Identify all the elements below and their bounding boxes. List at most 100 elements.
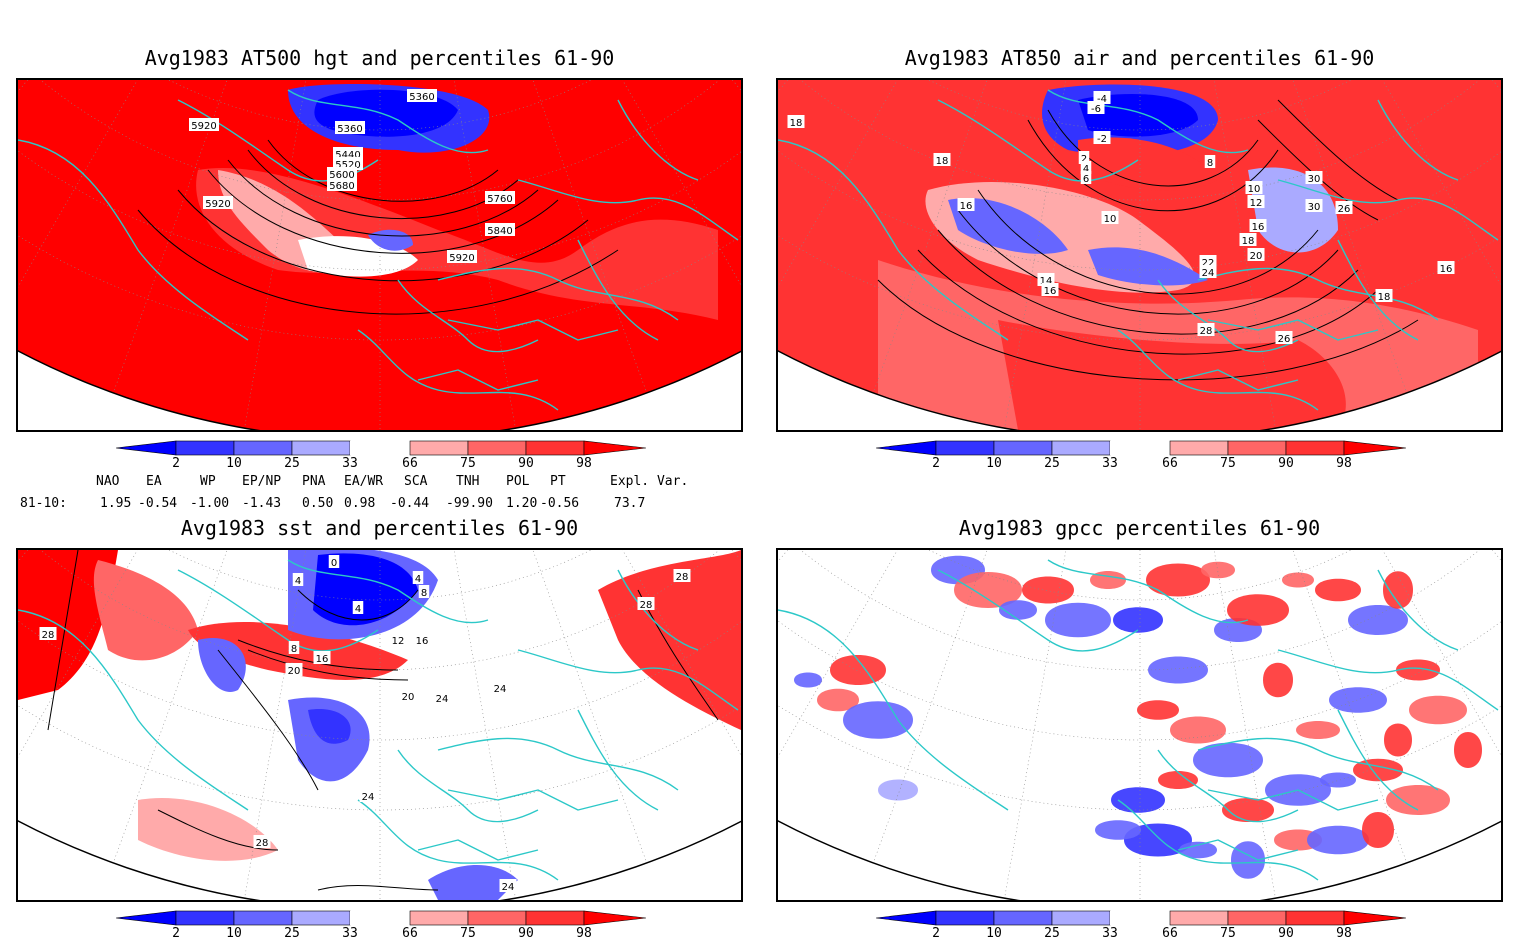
contour-label: 16: [960, 201, 973, 212]
contour-label-bg: [1437, 261, 1455, 274]
contour-label: 18: [936, 156, 949, 167]
contour-label: 5920: [191, 121, 216, 132]
colorbar-svg: [875, 910, 1407, 926]
contour-label-bg: [418, 585, 430, 598]
percentile-shading: [1329, 687, 1387, 713]
map-body: [778, 550, 1501, 900]
indices-table: NAO EA WP EP/NP PNA EA/WR SCA TNH POL PT Expl. Var…: [20, 474, 720, 514]
contour-label-bg: [327, 167, 357, 180]
percentile-shading: [1348, 605, 1408, 635]
colorbar-tick-label: 33: [342, 456, 358, 471]
contour-label: 16: [1252, 222, 1265, 233]
contour-label-bg: [288, 641, 300, 654]
contour-label-bg: [485, 191, 515, 204]
percentile-shading: [999, 600, 1037, 620]
contour-label-bg: [957, 198, 975, 211]
colorbar-tick-label: 25: [284, 456, 300, 471]
contour-label-bg: [1204, 155, 1216, 168]
colorbar-segment: [1285, 440, 1345, 456]
colorbar-tick-label: 90: [518, 926, 534, 941]
index-value: 0.50: [302, 496, 334, 511]
colorbar-segment: [935, 440, 995, 456]
coastlines: [778, 559, 1499, 881]
contour-label-bg: [1249, 219, 1267, 232]
colorbar-segment: [1285, 910, 1345, 926]
colorbar-tick-label: 10: [986, 926, 1002, 941]
colorbar-segment: [233, 910, 293, 926]
contour-label: 30: [1308, 174, 1321, 185]
index-header: NAO: [96, 474, 120, 489]
colorbar-tick-label: 33: [1102, 926, 1118, 941]
colorbar-tick-label: 75: [1220, 456, 1236, 471]
contour-label: 6: [1083, 174, 1089, 185]
colorbar-tick-label: 98: [1336, 926, 1352, 941]
contour-label: 20: [1250, 251, 1263, 262]
contour-label-bg: [352, 601, 364, 614]
colorbar-segment: [525, 440, 585, 456]
index-value: 0.98: [344, 496, 376, 511]
percentile-shading: [1158, 771, 1198, 789]
index-value: 1.95: [100, 496, 132, 511]
contour-label-bg: [39, 627, 57, 640]
colorbar-segment: [291, 440, 351, 456]
percentile-shading: [1320, 772, 1356, 788]
contour-label-bg: [407, 89, 437, 102]
colorbar-segment: [1110, 441, 1170, 455]
contour-label: 5680: [329, 181, 354, 192]
contour-label-bg: [359, 789, 377, 802]
contour-label: 2: [1081, 154, 1087, 165]
contour-label: 26: [1338, 204, 1351, 215]
colorbar-arrow-low: [115, 440, 177, 456]
colorbar-tick-label: 66: [1162, 456, 1178, 471]
contour-label-bg: [335, 121, 365, 134]
index-value: -1.43: [242, 496, 282, 511]
colorbar-tick-label: 75: [460, 926, 476, 941]
colorbar-segment: [1227, 440, 1287, 456]
percentile-shading: [598, 550, 741, 730]
contour-label: 18: [1378, 292, 1391, 303]
contour-label-bg: [1078, 151, 1090, 164]
map-sst: 28 28 28 28 24 24 24 24 20 20 16 16 12 8 8 4 4 4 0: [16, 548, 743, 902]
contour-label-bg: [1197, 323, 1215, 336]
contour-label: 8: [1207, 158, 1213, 169]
colorbar-tick-label: 2: [932, 926, 940, 941]
percentile-shading: [1454, 732, 1482, 768]
contour-label: 12: [392, 636, 405, 647]
contour-label: 4: [1083, 164, 1089, 175]
contour-label: 5520: [335, 160, 360, 171]
contour-label: 22: [1202, 258, 1215, 269]
colorbar-segment: [1051, 440, 1111, 456]
colorbar-tick-label: 75: [460, 456, 476, 471]
contour-label-bg: [1080, 171, 1092, 184]
colorbar-segment: [409, 440, 469, 456]
percentile-shading: [1045, 602, 1111, 638]
colorbar-segment: [1051, 910, 1111, 926]
contour-label-bg: [1101, 211, 1119, 224]
colorbar-segment: [1110, 911, 1170, 925]
contour-label-bg: [1239, 233, 1257, 246]
colorbar-arrow-low: [875, 910, 937, 926]
colorbar-arrow-low: [875, 440, 937, 456]
percentile-shading: [1148, 656, 1208, 684]
contour-label: 5920: [205, 199, 230, 210]
percentile-shading: [1386, 785, 1450, 815]
colorbar-svg: [875, 440, 1407, 456]
percentile-shading: [1124, 823, 1192, 857]
contour-label: 18: [1242, 236, 1255, 247]
colorbar-segment: [525, 910, 585, 926]
contour-label: 16: [1440, 264, 1453, 275]
percentile-shading: [998, 320, 1346, 430]
percentile-shading: [843, 701, 913, 739]
contour-label: 16: [316, 654, 329, 665]
colorbar-segment: [935, 910, 995, 926]
contour-label: 4: [295, 576, 301, 587]
index-value: 73.7: [614, 496, 646, 511]
contour-label: 8: [291, 644, 297, 655]
index-value: -1.00: [190, 496, 230, 511]
panel-title-hgt: Avg1983 AT500 hgt and percentiles 61-90: [144, 46, 615, 70]
colorbar-segment: [291, 910, 351, 926]
colorbar-tick-label: 10: [986, 456, 1002, 471]
contour-label: 28: [42, 630, 55, 641]
panel-title-gpcc: Avg1983 gpcc percentiles 61-90: [958, 516, 1321, 540]
